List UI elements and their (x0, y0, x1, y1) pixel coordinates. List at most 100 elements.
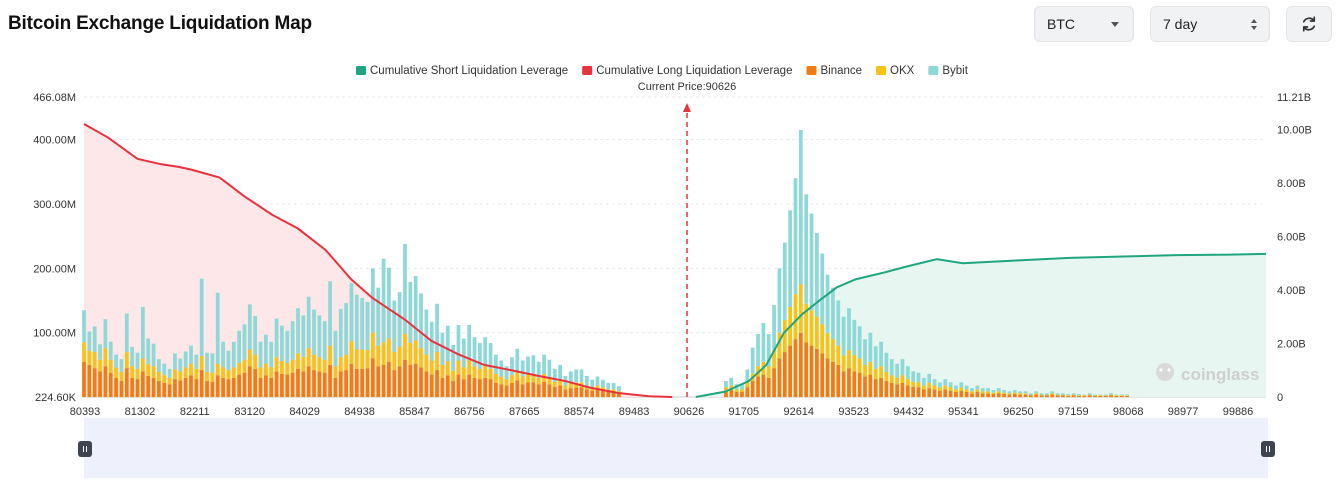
legend-item-4[interactable]: Bybit (942, 65, 968, 77)
bar-bybit (210, 353, 215, 373)
bar-bybit (1114, 394, 1119, 396)
bar-okx (269, 367, 274, 378)
bar-binance (264, 375, 268, 398)
bar-binance (403, 359, 407, 398)
legend-item-1[interactable]: Cumulative Long Liquidation Leverage (596, 65, 792, 77)
bar-bybit (1087, 393, 1092, 395)
bar-okx (766, 366, 771, 378)
bar-binance (333, 377, 338, 398)
bar-binance (1045, 395, 1049, 398)
x-tick-label: 84029 (289, 406, 320, 418)
bar-okx (477, 368, 482, 380)
legend-swatch-2 (806, 66, 817, 75)
bar-okx (354, 349, 359, 369)
y-right-tick-label: 0 (1277, 392, 1283, 404)
bar-okx (504, 379, 509, 386)
bar-binance (210, 381, 215, 398)
legend-item-0[interactable]: Cumulative Short Liquidation Leverage (370, 65, 568, 77)
bar-binance (392, 370, 397, 398)
bar-bybit (547, 359, 552, 378)
bar-bybit (258, 341, 263, 368)
bar-bybit (831, 287, 835, 340)
bar-okx (1055, 394, 1060, 396)
bar-binance (167, 384, 172, 398)
y-left-tick-label: 466.08M (33, 92, 76, 104)
bar-binance (579, 387, 584, 398)
bar-okx (606, 389, 611, 392)
bar-bybit (173, 353, 177, 370)
bar-okx (1109, 394, 1113, 396)
bar-okx (740, 389, 744, 392)
bar-binance (435, 370, 439, 398)
zoom-slider[interactable] (78, 418, 1275, 478)
bar-binance (889, 382, 894, 398)
zoom-handle-left[interactable] (78, 441, 92, 457)
bar-bybit (365, 301, 370, 351)
bar-okx (162, 375, 167, 383)
bar-bybit (408, 281, 413, 344)
bar-binance (242, 372, 247, 398)
bar-bybit (809, 213, 814, 311)
bar-binance (328, 364, 332, 398)
refresh-button[interactable] (1286, 6, 1332, 42)
bar-binance (831, 361, 835, 398)
legend-item-3[interactable]: OKX (890, 65, 915, 77)
long-cumulative-line (83, 123, 673, 398)
bar-okx (413, 340, 418, 364)
bar-okx (991, 392, 996, 394)
bar-bybit (927, 373, 932, 383)
bar-okx (1061, 394, 1065, 396)
bar-okx (804, 303, 809, 343)
bar-bybit (750, 347, 755, 374)
bar-bybit (911, 371, 916, 382)
bar-binance (724, 390, 728, 398)
bar-okx (344, 354, 348, 371)
bar-bybit (895, 363, 899, 378)
bar-okx (483, 366, 488, 378)
y-left-tick-label: 100.00M (33, 328, 76, 340)
bar-bybit (788, 210, 793, 307)
bar-bybit (847, 308, 851, 351)
bar-okx (87, 350, 92, 365)
bar-okx (815, 316, 819, 349)
bar-binance (825, 358, 830, 398)
legend-item-2[interactable]: Binance (820, 65, 862, 77)
bar-okx (301, 357, 306, 372)
bar-okx (114, 367, 118, 378)
range-select[interactable]: 7 day (1150, 6, 1270, 42)
bar-bybit (991, 390, 996, 393)
bar-binance (884, 381, 889, 398)
bar-binance (467, 374, 472, 398)
bar-binance (162, 382, 167, 398)
bar-binance (798, 332, 803, 398)
zoom-handle-right[interactable] (1261, 441, 1275, 457)
bar-binance (510, 382, 514, 398)
bar-bybit (1002, 390, 1006, 393)
x-tick-label: 88574 (564, 406, 595, 418)
bar-binance (237, 374, 242, 398)
bar-okx (215, 363, 220, 376)
x-tick-label: 81302 (125, 406, 156, 418)
bar-binance (98, 371, 102, 398)
bar-bybit (841, 316, 846, 356)
bar-okx (424, 354, 429, 372)
bar-bybit (1098, 394, 1103, 396)
bar-bybit (724, 381, 728, 388)
bar-bybit (782, 242, 787, 320)
bar-bybit (392, 300, 397, 353)
symbol-select[interactable]: BTC (1034, 6, 1134, 42)
bar-binance (900, 382, 905, 398)
bar-binance (130, 377, 135, 398)
bar-okx (986, 391, 990, 394)
bar-binance (451, 381, 455, 398)
bar-bybit (1007, 391, 1012, 394)
bar-okx (916, 382, 921, 388)
bar-binance (306, 366, 311, 398)
bar-binance (1087, 395, 1092, 398)
zoom-slider-track[interactable] (84, 418, 1268, 478)
bar-binance (1055, 395, 1060, 398)
bar-okx (927, 382, 932, 389)
bar-okx (167, 377, 172, 385)
bar-okx (108, 359, 113, 373)
